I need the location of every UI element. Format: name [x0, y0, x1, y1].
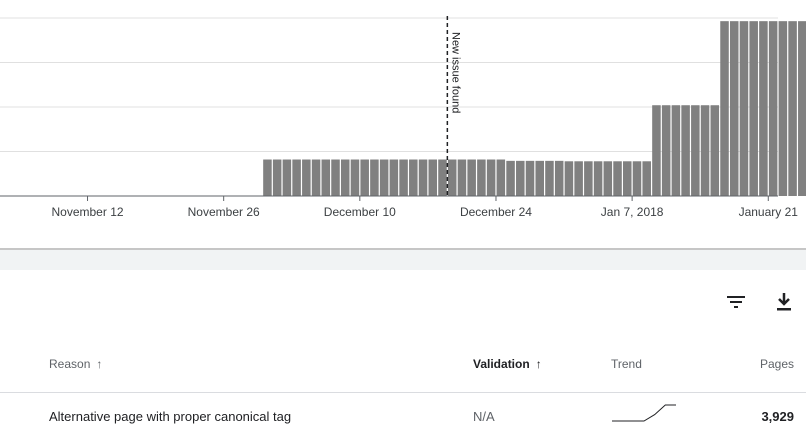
column-header-label: Reason	[49, 357, 91, 371]
table-header-divider	[0, 392, 806, 393]
gridlines	[0, 17, 778, 152]
row-pages: 3,929	[761, 409, 794, 424]
bar	[729, 21, 739, 196]
bar	[593, 161, 603, 196]
bar	[749, 21, 758, 196]
bar	[467, 159, 476, 196]
bar	[350, 159, 360, 196]
bar	[496, 159, 506, 196]
section-divider	[0, 248, 806, 270]
bar	[642, 161, 651, 196]
annotations: New issue found	[446, 16, 461, 196]
bar	[759, 21, 768, 196]
bar	[438, 159, 447, 196]
bar	[331, 159, 340, 196]
sparkline-line	[612, 404, 676, 422]
row-validation: N/A	[473, 409, 495, 424]
bar	[613, 161, 622, 196]
annotation-label: New issue found	[449, 32, 461, 113]
bar	[671, 105, 681, 196]
bar	[516, 160, 525, 196]
bar	[389, 159, 399, 196]
x-tick-label: November 12	[52, 205, 124, 219]
x-tick-label: January 21	[739, 205, 799, 219]
bar	[798, 21, 806, 196]
bar	[282, 159, 292, 196]
bars	[263, 21, 806, 196]
bar	[409, 159, 418, 196]
x-axis-ticks: November 12 November 26 December 10 Decembe…	[52, 196, 799, 219]
bar	[399, 159, 408, 196]
x-tick-label: December 24	[460, 205, 532, 219]
column-header-label: Pages	[759, 357, 794, 371]
bar	[379, 159, 389, 196]
bar	[263, 159, 272, 196]
bar	[554, 160, 564, 196]
column-header-trend[interactable]: Trend	[611, 357, 642, 371]
column-header-validation[interactable]: Validation ↑	[473, 357, 542, 371]
bar	[739, 21, 749, 196]
bar	[340, 159, 350, 196]
bar	[720, 21, 729, 196]
bar	[457, 159, 467, 196]
x-tick-label: November 26	[188, 205, 260, 219]
bar	[788, 21, 797, 196]
column-header-reason[interactable]: Reason ↑	[49, 357, 102, 371]
download-icon	[777, 293, 791, 311]
filter-icon	[727, 296, 745, 308]
bar	[545, 160, 554, 196]
bar	[652, 105, 661, 196]
bar	[778, 21, 788, 196]
bar	[292, 159, 301, 196]
bar	[428, 159, 438, 196]
bar	[506, 160, 515, 196]
bar	[574, 161, 583, 196]
bar	[360, 159, 369, 196]
bar	[535, 160, 544, 196]
sort-arrow-icon: ↑	[535, 357, 542, 371]
bar	[632, 161, 642, 196]
bar	[486, 159, 496, 196]
bar	[661, 105, 671, 196]
column-header-label: Validation	[473, 357, 530, 371]
bar	[584, 161, 593, 196]
bar	[623, 161, 632, 196]
bar	[302, 159, 311, 196]
bar	[691, 105, 700, 196]
trend-sparkline	[612, 404, 676, 422]
bar	[311, 159, 321, 196]
bar	[418, 159, 428, 196]
filter-button[interactable]	[724, 290, 748, 314]
bar	[272, 159, 282, 196]
bar	[321, 159, 331, 196]
bar	[525, 160, 535, 196]
bar	[681, 105, 690, 196]
bar	[768, 21, 778, 196]
bar	[564, 161, 574, 196]
bar	[710, 105, 720, 196]
x-tick-label: Jan 7, 2018	[601, 205, 664, 219]
bar	[447, 159, 457, 196]
bar	[370, 159, 379, 196]
x-tick-label: December 10	[324, 205, 396, 219]
bar	[603, 161, 613, 196]
column-header-label: Trend	[611, 357, 642, 371]
column-header-pages[interactable]: Pages	[760, 357, 794, 371]
bar	[700, 105, 710, 196]
sort-arrow-icon: ↑	[96, 357, 103, 371]
bar	[477, 159, 486, 196]
chart: November 12 November 26 December 10 Decembe…	[0, 16, 806, 219]
download-button[interactable]	[772, 290, 796, 314]
row-reason: Alternative page with proper canonical t…	[49, 409, 292, 424]
